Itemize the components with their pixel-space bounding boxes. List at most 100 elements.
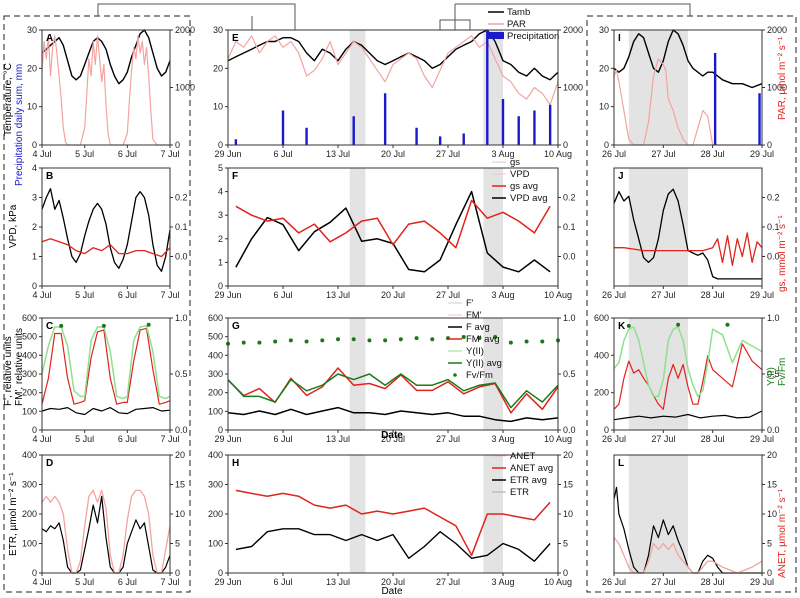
ytick-right-H-3: 15 (563, 480, 573, 490)
series-I-precipitation-bar-1 (758, 93, 761, 145)
ytick-left-D-2: 200 (22, 509, 37, 519)
ylabel-precipitation: Precipitation daily sum, mm (14, 64, 25, 186)
xtick-L-2: 28 Jul (701, 577, 725, 587)
xtick-F-3: 20 Jul (381, 290, 405, 300)
ytick-left-E-0: 0 (218, 140, 223, 150)
legend-G: F' FM' F avg FM' avg Y(II) Y(II) avg Fv/… (448, 298, 502, 381)
ytick-left-A-2: 20 (27, 63, 37, 73)
legend-F-1: VPD (510, 169, 530, 180)
ytick-left-A-3: 30 (27, 25, 37, 35)
panel-letter-A: A (46, 33, 53, 44)
ytick-right-A-0: 0 (175, 140, 180, 150)
ylabel-par: PAR, µmol m⁻² s⁻¹ (777, 36, 788, 120)
series-B-vpd (41, 188, 171, 272)
xtick-K-1: 27 Jul (651, 434, 675, 444)
ytick-left-H-1: 100 (208, 539, 223, 549)
series-C-fv-fm-pt-0 (59, 323, 64, 328)
ytick-left-F-1: 1 (218, 257, 223, 267)
group-frame-right (586, 15, 797, 593)
series-E-precipitation-bar-3 (352, 116, 355, 145)
legend-H-3: ETR (510, 487, 529, 498)
series-G-fv-fm-pt-17 (493, 335, 498, 340)
ytick-left-G-1: 100 (208, 406, 223, 416)
panel-letter-H: H (232, 458, 239, 469)
series-G-y-ii-avg (227, 373, 559, 409)
ytick-left-H-4: 400 (208, 450, 223, 460)
ytick-left-G-0: 0 (218, 425, 223, 435)
series-J-vpd (613, 188, 762, 280)
ytick-right-L-2: 10 (767, 509, 777, 519)
ytick-left-C-4: 400 (22, 350, 37, 360)
ytick-left-E-2: 20 (213, 63, 223, 73)
ytick-right-D-4: 20 (175, 450, 185, 460)
xtick-B-3: 7 Jul (160, 290, 179, 300)
ytick-right-C-1: 0.5 (175, 369, 188, 379)
ylabel-vpd: VPD, kPa (8, 204, 19, 248)
xtick-E-5: 3 Aug (491, 149, 514, 159)
ytick-left-K-1: 200 (594, 388, 609, 398)
xtick-G-6: 10 Aug (544, 434, 572, 444)
series-C-y-ii- (41, 325, 171, 400)
ylabel-fluor-f: F', relative units (3, 336, 14, 406)
ytick-right-F-1: 0.1 (563, 222, 576, 232)
ytick-left-H-2: 200 (208, 509, 223, 519)
series-E-precipitation-bar-6 (438, 136, 442, 145)
ytick-right-D-1: 5 (175, 539, 180, 549)
legend-F-2: gs avg (510, 181, 538, 192)
ytick-left-C-0: 0 (32, 425, 37, 435)
series-A-tamb (41, 29, 171, 85)
xtick-F-0: 29 Jun (214, 290, 241, 300)
panel-letter-J: J (618, 171, 624, 182)
ytick-left-B-1: 1 (32, 252, 37, 262)
legend-G-1: FM' (466, 310, 482, 321)
shade-L-0 (628, 455, 688, 573)
ytick-right-K-0: 0.0 (767, 425, 780, 435)
ytick-right-B-2: 0.2 (175, 193, 188, 203)
xtick-L-1: 27 Jul (651, 577, 675, 587)
ytick-left-F-4: 4 (218, 187, 223, 197)
ytick-right-B-1: 0.1 (175, 222, 188, 232)
ytick-right-K-1: 0.5 (767, 369, 780, 379)
xtick-L-3: 29 Jul (750, 577, 774, 587)
xtick-K-2: 28 Jul (701, 434, 725, 444)
panel-letter-L: L (618, 458, 624, 469)
ytick-right-D-2: 10 (175, 509, 185, 519)
xtick-K-0: 26 Jul (602, 434, 626, 444)
series-K-fm- (613, 343, 763, 410)
ytick-left-G-5: 500 (208, 332, 223, 342)
xtick-G-4: 27 Jul (436, 434, 460, 444)
series-A-par (41, 35, 170, 146)
ytick-left-F-5: 5 (218, 163, 223, 173)
xtick-F-6: 10 Aug (544, 290, 572, 300)
series-G-fv-fm-pt-19 (524, 339, 529, 344)
panel-letter-B: B (46, 171, 53, 182)
ytick-left-E-1: 10 (213, 102, 223, 112)
ytick-right-L-1: 5 (767, 539, 772, 549)
series-D-anet (41, 489, 171, 574)
shade-K-0 (628, 318, 688, 430)
ytick-right-H-1: 5 (563, 539, 568, 549)
legend-E-1: PAR (507, 19, 526, 30)
ytick-left-B-2: 2 (32, 222, 37, 232)
ytick-left-I-1: 10 (599, 102, 609, 112)
ytick-left-F-3: 3 (218, 210, 223, 220)
xtick-D-0: 4 Jul (32, 577, 51, 587)
xtick-E-3: 20 Jul (381, 149, 405, 159)
legend-F-3: VPD avg (510, 193, 548, 204)
xtick-H-3: 20 Jul (381, 577, 405, 587)
series-G-fv-fm-pt-8 (351, 337, 356, 342)
legend-G-4: Y(II) (466, 346, 484, 357)
xtick-J-2: 28 Jul (701, 290, 725, 300)
ytick-left-D-0: 0 (32, 568, 37, 578)
panel-I: I26 Jul 27 Jul 28 Jul 29 Jul010203001000200… (599, 25, 787, 159)
ytick-right-G-0: 0.0 (563, 425, 576, 435)
xtick-E-6: 10 Aug (544, 149, 572, 159)
ytick-right-L-0: 0 (767, 568, 772, 578)
series-K-f- (613, 410, 763, 421)
xtick-D-2: 6 Jul (118, 577, 137, 587)
series-G-fv-fm-pt-6 (320, 338, 325, 343)
legend-G-2: F avg (466, 322, 490, 333)
ytick-left-G-2: 200 (208, 388, 223, 398)
xtick-D-3: 7 Jul (160, 577, 179, 587)
